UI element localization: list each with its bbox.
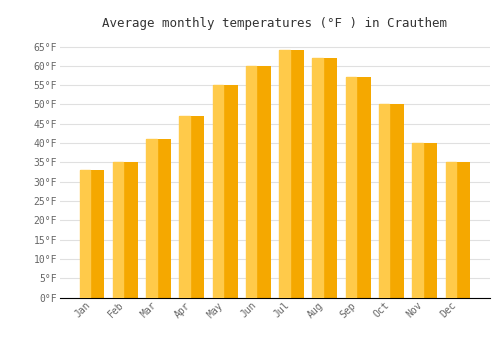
- Bar: [279, 50, 289, 298]
- Bar: [446, 162, 456, 298]
- Bar: [113, 162, 124, 298]
- Bar: [212, 85, 223, 298]
- Bar: [212, 85, 238, 298]
- Title: Average monthly temperatures (°F ) in Crauthem: Average monthly temperatures (°F ) in Cr…: [102, 17, 448, 30]
- Bar: [412, 143, 422, 298]
- Bar: [279, 50, 304, 298]
- Bar: [346, 77, 356, 298]
- Bar: [312, 58, 338, 298]
- Bar: [80, 170, 90, 298]
- Bar: [246, 66, 271, 297]
- Bar: [346, 77, 370, 298]
- Bar: [379, 105, 390, 297]
- Bar: [146, 139, 156, 298]
- Bar: [312, 58, 323, 298]
- Bar: [379, 105, 404, 297]
- Bar: [180, 116, 204, 298]
- Bar: [246, 66, 256, 297]
- Bar: [80, 170, 104, 298]
- Bar: [180, 116, 190, 298]
- Bar: [113, 162, 138, 298]
- Bar: [412, 143, 437, 298]
- Bar: [146, 139, 171, 298]
- Bar: [446, 162, 470, 298]
